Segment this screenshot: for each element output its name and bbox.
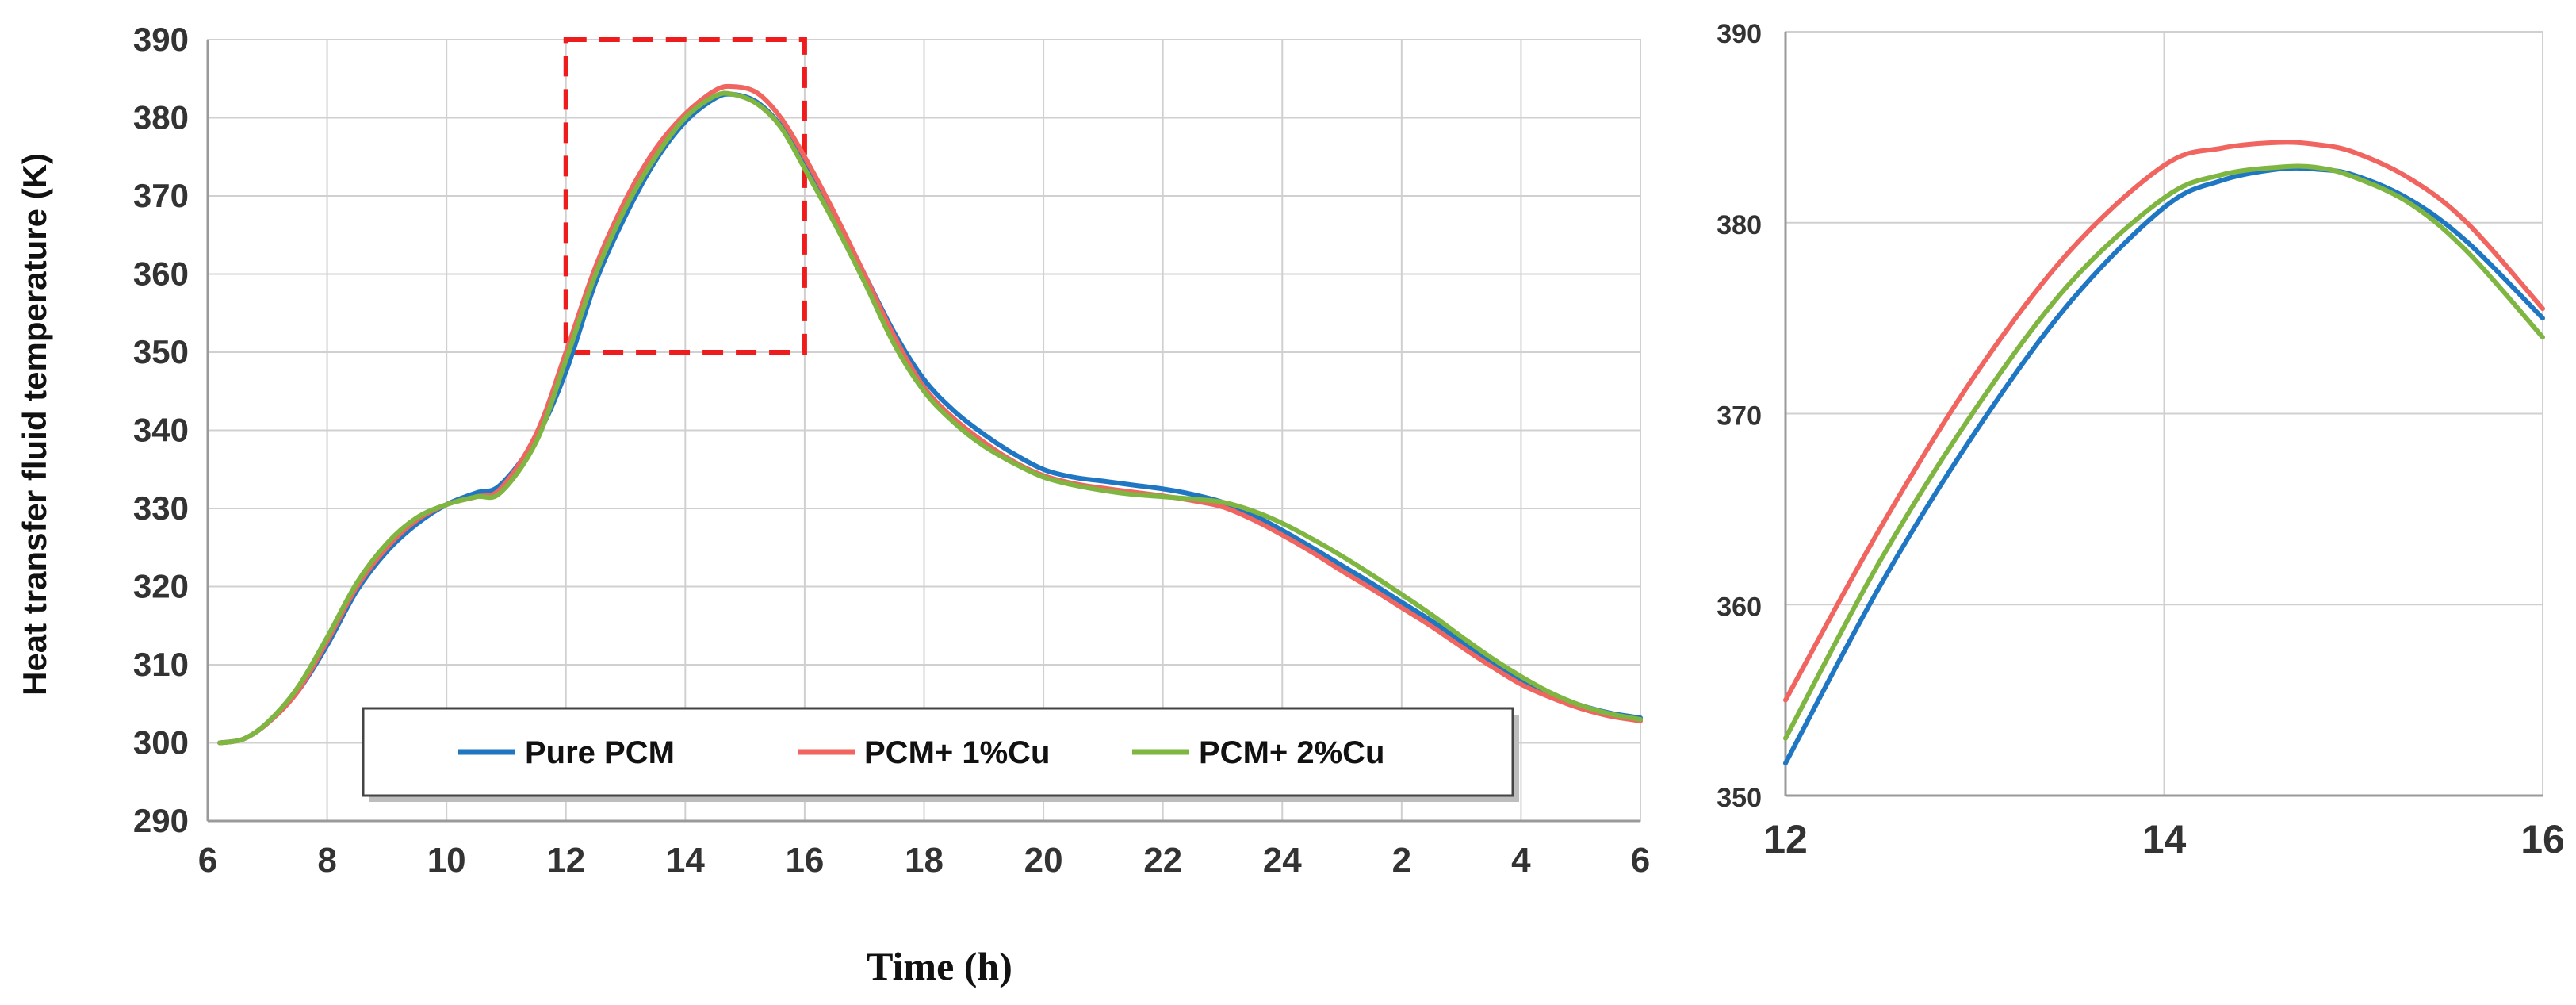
main-y-tick-290: 290 xyxy=(133,802,189,839)
main-chart-x-tick-labels: 6 8 10 12 14 16 18 20 22 24 2 4 6 xyxy=(198,841,1650,880)
x-axis-label: Time (h) xyxy=(867,944,1012,988)
zoom-series-line-pure-pcm xyxy=(1783,165,2545,766)
main-y-tick-310: 310 xyxy=(133,646,189,683)
zoom-y-tick-360: 360 xyxy=(1717,592,1762,622)
main-x-tick-8: 22 xyxy=(1143,841,1182,880)
main-x-tick-12: 6 xyxy=(1631,841,1650,880)
legend: Pure PCM PCM+ 1%Cu PCM+ 2%Cu xyxy=(362,707,1519,802)
main-series-line-pcm-2-cu xyxy=(217,90,1643,746)
main-y-tick-390: 390 xyxy=(133,21,189,58)
main-chart-axes xyxy=(206,39,1641,823)
main-y-tick-330: 330 xyxy=(133,489,189,527)
zoom-chart: 350 360 370 380 390 12 14 16 xyxy=(1717,19,2565,861)
zoom-y-tick-350: 350 xyxy=(1717,783,1762,813)
legend-label-pcm-1-cu: PCM+ 1%Cu xyxy=(864,735,1051,770)
zoom-x-tick-0: 12 xyxy=(1763,817,1808,861)
main-x-tick-4: 14 xyxy=(666,841,705,880)
y-axis-label: Heat transfer fluid temperature (K) xyxy=(16,153,53,696)
main-x-tick-1: 8 xyxy=(317,841,336,880)
main-series-line-pcm-1-cu xyxy=(217,83,1643,746)
main-x-tick-9: 24 xyxy=(1263,841,1302,880)
main-chart-lines xyxy=(217,83,1643,746)
zoom-chart-x-tick-labels: 12 14 16 xyxy=(1763,817,2565,861)
zoom-series-line-pcm-2-cu xyxy=(1783,163,2545,741)
main-chart: 290 300 310 320 330 340 350 360 370 380 390 6 8 10 12… xyxy=(16,21,1650,988)
main-x-tick-0: 6 xyxy=(198,841,217,880)
main-x-tick-7: 20 xyxy=(1024,841,1063,880)
legend-box xyxy=(362,707,1514,797)
zoom-chart-lines xyxy=(1783,140,2545,766)
main-x-tick-2: 10 xyxy=(427,841,466,880)
zoom-y-tick-390: 390 xyxy=(1717,19,1762,49)
legend-label-pcm-2-cu: PCM+ 2%Cu xyxy=(1199,735,1385,770)
main-chart-y-tick-labels: 290 300 310 320 330 340 350 360 370 380 390 xyxy=(133,21,189,839)
zoom-chart-grid xyxy=(1785,31,2543,796)
main-x-tick-10: 2 xyxy=(1392,841,1411,880)
zoom-y-tick-370: 370 xyxy=(1717,401,1762,432)
main-y-tick-360: 360 xyxy=(133,255,189,293)
main-y-tick-350: 350 xyxy=(133,333,189,370)
zoom-chart-y-tick-labels: 350 360 370 380 390 xyxy=(1717,19,1762,813)
zoom-region-rect xyxy=(563,37,807,355)
main-x-tick-5: 16 xyxy=(785,841,824,880)
main-x-tick-6: 18 xyxy=(905,841,944,880)
zoom-series-line-pcm-1-cu xyxy=(1783,140,2545,703)
main-series-line-pure-pcm xyxy=(217,91,1643,746)
main-y-tick-320: 320 xyxy=(133,568,189,605)
zoom-chart-axes xyxy=(1784,31,2543,797)
main-x-tick-11: 4 xyxy=(1511,841,1531,880)
zoom-x-tick-1: 14 xyxy=(2142,817,2187,861)
zoom-x-tick-2: 16 xyxy=(2520,817,2565,861)
zoom-y-tick-380: 380 xyxy=(1717,210,1762,240)
main-y-tick-370: 370 xyxy=(133,177,189,214)
main-x-tick-3: 12 xyxy=(546,841,585,880)
legend-label-pure-pcm: Pure PCM xyxy=(525,735,675,770)
main-y-tick-380: 380 xyxy=(133,99,189,136)
zoom-region-box xyxy=(563,37,807,355)
main-chart-grid xyxy=(207,39,1641,822)
main-y-tick-340: 340 xyxy=(133,412,189,449)
main-y-tick-300: 300 xyxy=(133,724,189,761)
